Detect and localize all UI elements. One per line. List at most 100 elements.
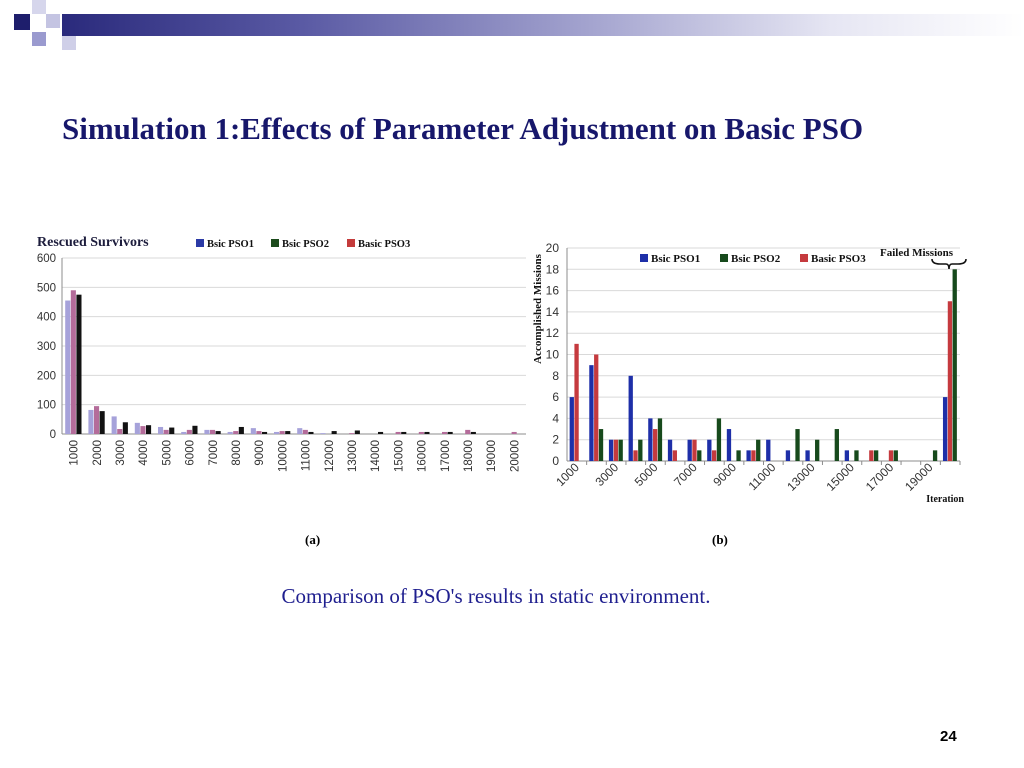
bar-bsic-pso2 [99,411,105,434]
legend-label: Basic PSO3 [358,239,410,250]
bar-bsic-pso1 [628,375,633,461]
bar-bsic-pso2 [697,450,702,461]
x-tick-label: 13000 [347,440,359,472]
bar-bsic-pso2 [795,429,800,461]
bar-basic-pso3 [163,429,169,434]
bar-bsic-pso1 [844,450,850,461]
bar-basic-pso3 [233,431,239,434]
legend-swatch-basic-pso3 [800,254,808,262]
legend-label: Bsic PSO1 [207,239,254,250]
bar-bsic-pso2 [308,431,314,434]
bar-bsic-pso2 [192,425,198,434]
bar-bsic-pso1 [766,439,771,461]
x-axis-label: Iteration [926,494,964,505]
bar-bsic-pso1 [274,431,280,434]
x-tick-label: 15000 [393,440,405,472]
bar-bsic-pso2 [169,427,175,434]
bar-basic-pso3 [210,429,216,434]
y-tick-label: 20 [546,241,560,255]
legend-swatch-bsic-pso2 [720,254,728,262]
bar-bsic-pso1 [805,450,810,461]
accomplished-missions-chart: Accomplished Missions Iteration Failed M… [532,241,967,505]
bar-basic-pso3 [711,450,717,461]
y-tick-label: 500 [37,282,56,294]
bar-bsic-pso1 [746,450,751,461]
bar-basic-pso3 [594,354,599,461]
bar-basic-pso3 [613,439,619,461]
bar-bsic-pso1 [134,422,140,434]
y-tick-label: 4 [552,411,559,425]
y-tick-label: 300 [37,341,56,353]
bar-bsic-pso2 [378,431,384,434]
bar-bsic-pso2 [262,431,268,434]
y-tick-label: 12 [546,326,560,340]
y-tick-label: 600 [37,253,56,265]
bar-bsic-pso2 [815,439,820,461]
bar-basic-pso3 [349,433,355,434]
bar-bsic-pso1 [687,439,692,461]
bar-bsic-pso2 [952,269,957,461]
x-tick-label: 20000 [509,440,521,472]
bar-bsic-pso1 [569,397,574,461]
x-tick-label: 4000 [138,440,150,466]
legend-swatch-bsic-pso1 [196,239,204,247]
x-tick-label: 3000 [115,440,127,466]
bar-bsic-pso1 [942,397,948,461]
bar-basic-pso3 [947,301,953,461]
legend-label: Bsic PSO2 [282,239,329,250]
x-tick-label: 10000 [277,440,289,472]
bar-basic-pso3 [395,431,401,434]
bar-bsic-pso2 [146,425,152,434]
y-tick-label: 10 [546,348,560,362]
bar-basic-pso3 [442,431,448,434]
bar-bsic-pso2 [122,422,128,434]
legend-swatch-basic-pso3 [347,239,355,247]
header-gradient-bar [62,14,1024,36]
bar-bsic-pso2 [932,450,938,461]
x-tick-label: 9000 [710,460,739,489]
bar-basic-pso3 [465,429,471,434]
bar-bsic-pso2 [215,431,221,434]
bar-basic-pso3 [117,429,123,434]
legend-label: Bsic PSO2 [731,253,781,265]
legend-label: Basic PSO3 [811,253,866,265]
bar-bsic-pso1 [589,365,594,461]
bar-basic-pso3 [418,431,424,434]
bar-bsic-pso2 [447,431,453,434]
bar-basic-pso3 [574,343,579,461]
bar-bsic-pso2 [638,439,643,461]
y-tick-label: 16 [546,284,560,298]
y-axis-label: Accomplished Missions [532,253,544,363]
bar-bsic-pso1 [227,431,233,434]
x-tick-label: 9000 [254,440,266,466]
x-tick-label: 17000 [863,460,897,494]
y-tick-label: 0 [552,454,559,468]
bar-bsic-pso2 [424,431,430,434]
bar-basic-pso3 [869,450,874,461]
x-tick-label: 2000 [92,440,104,466]
bar-bsic-pso2 [736,450,741,461]
x-tick-label: 17000 [440,440,452,472]
bar-bsic-pso2 [470,431,476,434]
failed-missions-annotation: Failed Missions [880,247,954,259]
bar-bsic-pso2 [618,439,623,461]
x-tick-label: 12000 [324,440,336,472]
x-tick-label: 5000 [161,440,173,466]
bar-basic-pso3 [279,431,285,434]
x-tick-label: 15000 [824,460,858,494]
x-tick-label: 11000 [301,440,313,471]
bar-basic-pso3 [633,450,638,461]
x-tick-label: 11000 [746,460,779,493]
bar-bsic-pso1 [65,300,71,434]
slide-title: Simulation 1:Effects of Parameter Adjust… [62,111,864,146]
y-tick-label: 6 [552,390,559,404]
x-tick-label: 19000 [486,440,498,472]
bar-bsic-pso1 [320,433,326,434]
bar-bsic-pso1 [726,429,732,461]
x-tick-label: 18000 [463,440,475,472]
x-tick-label: 5000 [632,460,661,489]
x-tick-label: 1000 [69,440,81,466]
bar-basic-pso3 [653,429,658,461]
bar-bsic-pso1 [204,429,210,434]
y-tick-label: 200 [37,370,56,382]
